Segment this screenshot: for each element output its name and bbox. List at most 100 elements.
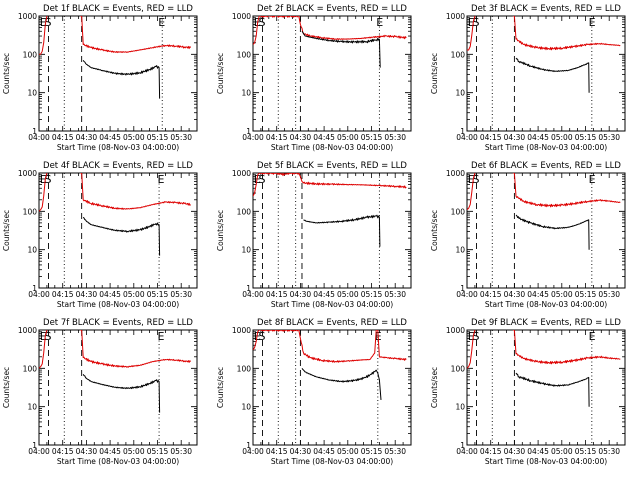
- x-tick-label: 04:45: [313, 447, 335, 456]
- x-tick-label: 05:30: [384, 447, 406, 456]
- events-series-line: [515, 57, 590, 93]
- x-tick-label: 04:45: [527, 133, 549, 142]
- event-flag-label: S: [45, 16, 52, 29]
- y-tick-label: 1000: [446, 169, 465, 178]
- y-tick-label: 1000: [18, 169, 37, 178]
- x-tick-label: 04:15: [266, 290, 288, 299]
- x-tick-label: 04:15: [480, 133, 502, 142]
- lld-series-line: [80, 16, 192, 54]
- detector-panel: Det 7f BLACK = Events, RED = LLD 1 10 100 10…: [2, 318, 198, 466]
- x-tick-label: 04:45: [313, 290, 335, 299]
- y-tick-label: 100: [23, 364, 38, 373]
- y-tick-label: 1: [246, 284, 251, 293]
- detector-panel: Det 3f BLACK = Events, RED = LLD 1 10 100 10…: [430, 4, 626, 152]
- y-tick-label: 10: [27, 89, 37, 98]
- x-tick-label: 05:00: [123, 133, 145, 142]
- x-tick-label: 05:30: [170, 290, 192, 299]
- event-flag-label: E: [468, 16, 475, 29]
- x-tick-label: 04:30: [76, 290, 98, 299]
- x-tick-label: 04:00: [28, 447, 50, 456]
- x-tick-label: 04:15: [480, 447, 502, 456]
- y-tick-label: 1: [246, 127, 251, 136]
- event-flag-label: S: [473, 330, 480, 343]
- x-tick-label: 05:15: [575, 447, 597, 456]
- y-tick-label: 1000: [18, 12, 37, 21]
- y-tick-label: 10: [241, 403, 251, 412]
- x-axis-label: Start Time (08-Nov-03 04:00:00): [271, 300, 393, 309]
- lld-series-line: [467, 173, 476, 211]
- lld-series-line: [253, 173, 407, 197]
- x-tick-label: 04:00: [242, 133, 264, 142]
- y-tick-label: 1000: [232, 12, 251, 21]
- detector-panel: Det 1f BLACK = Events, RED = LLD 1 10 100 10…: [2, 4, 198, 152]
- event-flag-label: S: [259, 16, 266, 29]
- events-series-line: [301, 30, 381, 68]
- y-axis-label: Counts/sec: [2, 367, 11, 408]
- y-tick-label: 1: [460, 127, 465, 136]
- y-tick-label: 1: [32, 127, 37, 136]
- x-tick-label: 04:30: [290, 290, 312, 299]
- x-tick-label: 04:45: [99, 133, 121, 142]
- y-axis-label: Counts/sec: [430, 367, 439, 408]
- x-tick-label: 05:00: [123, 447, 145, 456]
- x-tick-label: 04:00: [456, 133, 478, 142]
- plot-frame: [466, 329, 626, 446]
- lld-series-line: [80, 330, 192, 368]
- plot-frame: [252, 172, 412, 289]
- x-tick-label: 04:15: [52, 447, 74, 456]
- x-axis-label: Start Time (08-Nov-03 04:00:00): [57, 457, 179, 466]
- x-tick-label: 04:30: [76, 133, 98, 142]
- y-tick-label: 100: [451, 364, 466, 373]
- x-axis-label: Start Time (08-Nov-03 04:00:00): [57, 300, 179, 309]
- panel-title: Det 5f BLACK = Events, RED = LLD: [257, 161, 407, 171]
- event-flag-label: E: [158, 16, 165, 29]
- x-tick-label: 04:30: [290, 447, 312, 456]
- x-tick-label: 04:45: [527, 447, 549, 456]
- panel-title: Det 7f BLACK = Events, RED = LLD: [43, 318, 193, 328]
- x-axis-label: Start Time (08-Nov-03 04:00:00): [57, 143, 179, 152]
- x-tick-label: 05:15: [147, 133, 169, 142]
- plot-frame: [466, 172, 626, 289]
- event-flag-label: E: [158, 330, 165, 343]
- x-tick-label: 05:30: [598, 447, 620, 456]
- event-flag-label: E: [589, 16, 596, 29]
- x-tick-label: 04:30: [504, 133, 526, 142]
- detector-panel: Det 6f BLACK = Events, RED = LLD 1 10 100 10…: [430, 161, 626, 309]
- x-tick-label: 05:30: [598, 133, 620, 142]
- event-flag-label: S: [45, 173, 52, 186]
- lld-series-line: [39, 173, 48, 212]
- x-axis-label: Start Time (08-Nov-03 04:00:00): [485, 457, 607, 466]
- event-flag-label: S: [473, 16, 480, 29]
- event-flag-label: E: [40, 16, 47, 29]
- lld-series-line: [512, 173, 621, 208]
- y-tick-label: 1000: [446, 326, 465, 335]
- x-tick-label: 04:30: [504, 447, 526, 456]
- x-tick-label: 05:00: [337, 290, 359, 299]
- y-axis-label: Counts/sec: [216, 53, 225, 94]
- x-tick-label: 05:15: [575, 133, 597, 142]
- y-tick-label: 100: [237, 50, 252, 59]
- x-tick-label: 04:45: [527, 290, 549, 299]
- x-tick-label: 04:45: [99, 290, 121, 299]
- x-axis-label: Start Time (08-Nov-03 04:00:00): [485, 300, 607, 309]
- lld-series-line: [39, 16, 48, 55]
- y-axis-label: Counts/sec: [430, 210, 439, 251]
- x-tick-label: 04:15: [266, 133, 288, 142]
- event-flag-label: E: [468, 330, 475, 343]
- y-tick-label: 1000: [446, 12, 465, 21]
- panel-title: Det 1f BLACK = Events, RED = LLD: [43, 4, 193, 14]
- y-axis-label: Counts/sec: [430, 53, 439, 94]
- event-flag-label: E: [468, 173, 475, 186]
- x-tick-label: 04:45: [313, 133, 335, 142]
- y-tick-label: 1: [32, 441, 37, 450]
- lld-series-line: [39, 330, 48, 369]
- y-tick-label: 10: [455, 403, 465, 412]
- event-flag-label: E: [158, 173, 165, 186]
- lld-series-line: [467, 16, 476, 51]
- x-tick-label: 05:15: [361, 290, 383, 299]
- y-tick-label: 100: [237, 364, 252, 373]
- events-series-line: [82, 374, 161, 413]
- y-tick-label: 100: [23, 50, 38, 59]
- x-tick-label: 05:15: [147, 447, 169, 456]
